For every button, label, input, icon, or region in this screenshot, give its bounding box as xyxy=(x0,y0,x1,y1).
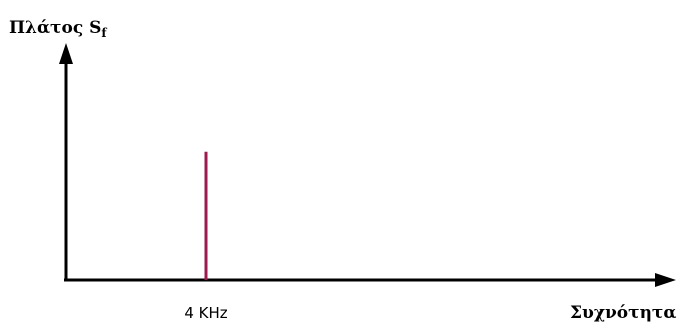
y-axis-arrow-icon xyxy=(59,43,73,64)
x-axis-arrow-icon xyxy=(655,273,676,287)
chart-marks: 4 KHz xyxy=(184,151,228,322)
y-axis-label: Πλάτος Sf xyxy=(9,18,107,40)
x-axis-label: Συχνότητα xyxy=(570,303,676,323)
y-axis-label-subscript: f xyxy=(101,26,107,40)
x-tick-label: 4 KHz xyxy=(184,304,227,322)
